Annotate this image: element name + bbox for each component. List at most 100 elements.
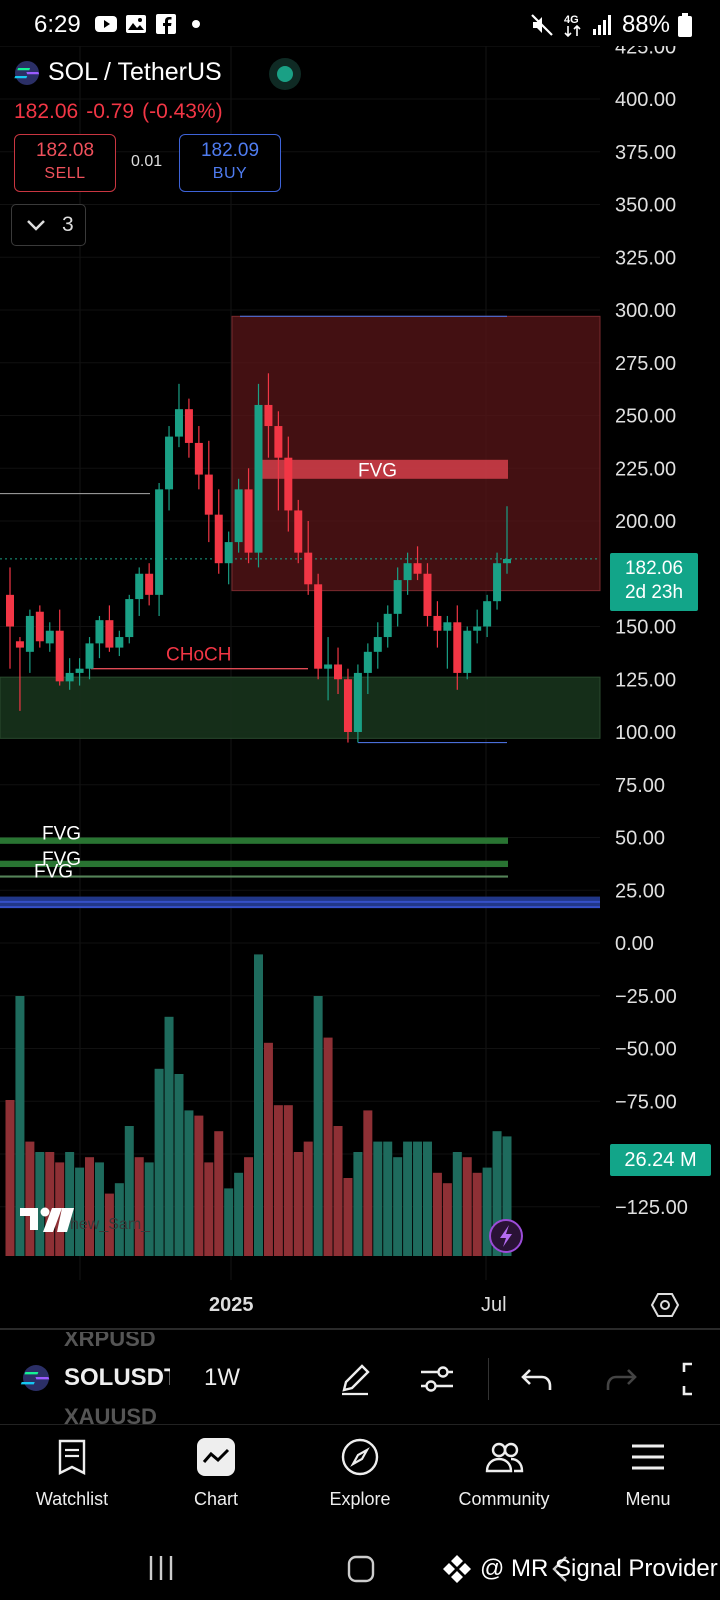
volume-bar [35,1152,45,1256]
symbol-header[interactable]: SOL / TetherUS [14,58,222,87]
symbol-switcher[interactable]: XRPUSD SOLUSDT XAUUSD [20,1332,170,1424]
y-axis-tick-label: 375.00 [615,142,676,164]
candle-body [314,584,323,669]
y-axis-tick-label: 25.00 [615,880,665,902]
nav-explore-label: Explore [329,1489,391,1509]
volume-bar [472,1172,482,1256]
volume-bar [273,1105,283,1256]
candle-body [204,474,213,515]
candle-body [165,436,174,490]
y-axis-tick-label: 400.00 [615,89,676,111]
battery-percent: 88% [621,11,670,38]
dot-icon [192,20,200,28]
volume-bar [442,1183,452,1256]
nav-chart[interactable]: Chart [144,1425,288,1537]
price-summary: 182.06 -0.79 (-0.43%) [14,100,231,124]
candle-body [174,409,183,437]
status-notification-icons [94,13,208,35]
volume-bar [313,996,323,1256]
time-axis[interactable]: 2025 Jul [0,1280,720,1330]
candle-body [493,563,502,602]
volume-bar [303,1141,313,1256]
network-4g-label: 4G [564,14,579,26]
gallery-icon [126,15,146,33]
redo-icon[interactable] [602,1360,640,1398]
volume-bar [5,1100,15,1256]
back-icon[interactable] [548,1554,572,1584]
nav-chart-label: Chart [193,1489,238,1509]
candle-body [155,489,164,595]
y-axis-tick-label: 200.00 [615,511,676,533]
volume-bar [104,1193,114,1256]
volume-bar [403,1141,413,1256]
volume-bar [85,1157,95,1256]
nav-watchlist-label: Watchlist [35,1489,109,1509]
volume-bar [492,1131,502,1256]
volume-bar [343,1178,353,1256]
symbol-prev[interactable]: XRPUSD [64,1332,156,1351]
undo-icon[interactable] [518,1360,556,1398]
sell-button[interactable]: 182.08 SELL [14,134,116,192]
lightning-icon[interactable] [489,1219,523,1253]
volume-bar [204,1162,214,1256]
time-label-2025: 2025 [209,1294,254,1316]
drawing-pen-icon[interactable] [336,1360,374,1398]
last-price: 182.06 [14,100,79,123]
zone-supply [231,315,601,592]
compass-icon [341,1438,379,1476]
solana-logo-icon [14,60,40,85]
volume-bar [283,1105,293,1256]
volume-bar [164,1016,174,1256]
indicators-toggle-button[interactable]: 3 [11,204,86,246]
buy-button[interactable]: 182.09 BUY [179,134,281,192]
system-navigation-bar [0,1536,720,1600]
binance-logo-icon [443,1555,471,1583]
indicators-count: 3 [62,213,74,236]
price-chart[interactable]: 425.00400.00375.00350.00325.00300.00275.… [0,46,720,1280]
symbol-current[interactable]: SOLUSDT [64,1364,170,1391]
market-status-indicator[interactable] [269,58,301,90]
indicator-settings-icon[interactable] [418,1360,456,1398]
status-system-icons: 4G 88% [530,11,692,39]
volume-bar [15,996,25,1256]
chart-author-watermark: hew_Sam_ [70,1216,151,1233]
chart-settings-icon[interactable] [650,1290,680,1320]
y-axis-tick-label: 125.00 [615,669,676,691]
annotation-label: CHoCH [166,644,231,665]
volume-bar [254,954,263,1256]
home-icon[interactable] [346,1554,376,1584]
nav-community[interactable]: Community [432,1425,576,1537]
candle-body [433,615,442,631]
y-axis-tick-label: 50.00 [615,828,665,850]
candle-body [423,573,432,616]
candle-body [6,594,14,627]
candle-body [135,573,144,600]
network-4g-icon: 4G [564,14,581,38]
candle-body [214,514,223,564]
fullscreen-icon[interactable] [680,1360,718,1398]
interval-button[interactable]: 1W [204,1364,240,1391]
symbol-next[interactable]: XAUUSD [64,1404,157,1424]
y-axis-tick-label: 325.00 [615,247,676,269]
nav-watchlist[interactable]: Watchlist [0,1425,144,1537]
nav-menu[interactable]: Menu [576,1425,720,1537]
candle-body [45,630,54,644]
candle-body [145,573,154,595]
y-axis-tick-label: 75.00 [615,775,665,797]
volume-bar [462,1157,472,1256]
volume-bar [263,1042,273,1256]
candle-body [105,620,114,648]
status-bar: 6:29 4G 88% [0,0,720,50]
candle-body [294,510,303,553]
volume-bar [194,1115,204,1256]
candle-body [25,615,34,652]
y-axis-tick-label: 350.00 [615,195,676,217]
volume-bar [393,1157,403,1256]
candle-body [75,668,84,673]
candle-body [363,651,372,673]
zone-fvg [262,459,508,479]
candle-countdown-label: 2d 23h [624,582,684,603]
recent-apps-icon[interactable] [146,1554,176,1582]
volume-bar [333,1126,343,1256]
nav-explore[interactable]: Explore [288,1425,432,1537]
